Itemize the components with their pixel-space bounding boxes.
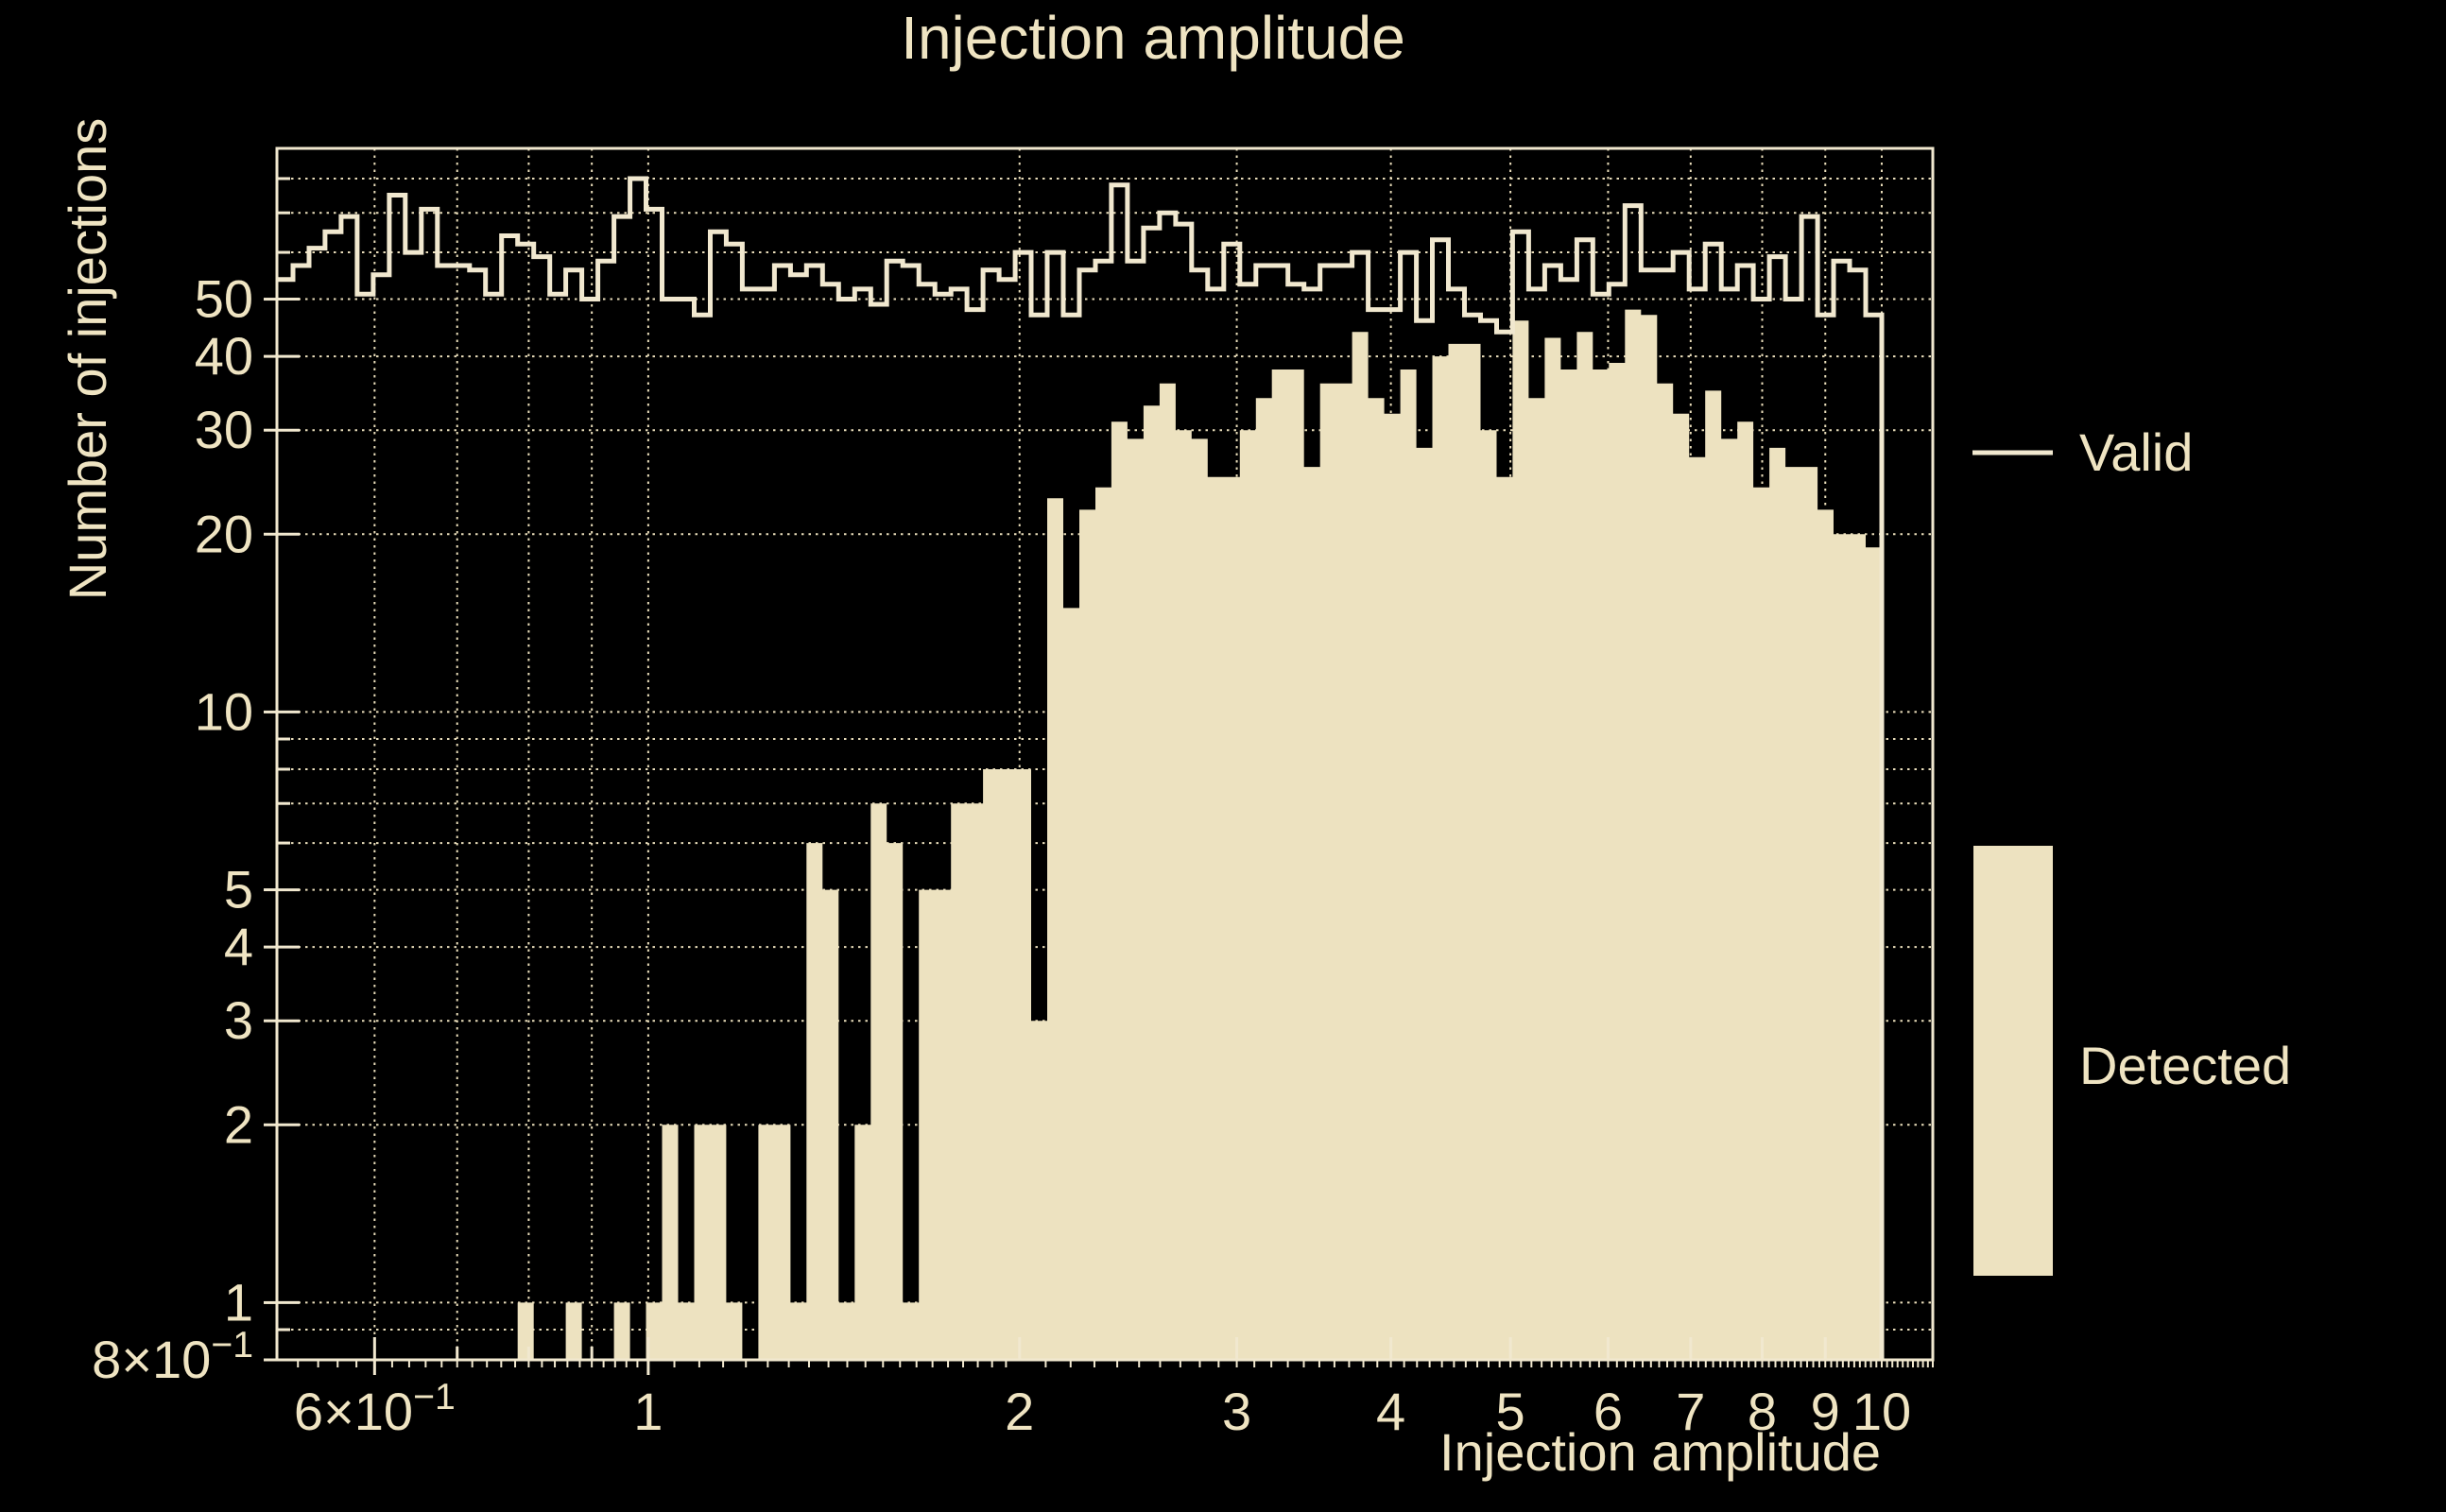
detected-series xyxy=(277,309,1882,1361)
axis-ticks xyxy=(264,146,1934,1375)
x-tick-label: 9 xyxy=(1811,1382,1840,1441)
x-tick-label: 5 xyxy=(1496,1382,1525,1441)
legend: Valid Detected xyxy=(1972,422,2291,1276)
x-tick-label: 6×10−1 xyxy=(294,1377,456,1441)
y-tick-label: 20 xyxy=(195,504,253,563)
plot-frame xyxy=(275,146,1935,1362)
legend-detected-label: Detected xyxy=(2079,1036,2291,1095)
valid-series xyxy=(277,176,1885,1360)
y-tick-label: 30 xyxy=(195,400,253,459)
detected-area-path xyxy=(277,309,1882,1361)
x-tick-label: 4 xyxy=(1376,1382,1405,1441)
y-tick-label: 3 xyxy=(224,990,253,1050)
x-tick-label: 10 xyxy=(1852,1382,1911,1441)
y-tick-label: 40 xyxy=(195,326,253,386)
x-tick-label: 7 xyxy=(1676,1382,1705,1441)
x-axis-label: Injection amplitude xyxy=(1439,1422,1881,1482)
x-tick-label: 8 xyxy=(1748,1382,1777,1441)
legend-detected-swatch xyxy=(1973,846,2053,1276)
y-tick-label: 1 xyxy=(224,1272,253,1332)
valid-step-path xyxy=(277,176,1885,1360)
legend-valid-label: Valid xyxy=(2079,422,2193,482)
x-tick-label: 3 xyxy=(1222,1382,1251,1441)
y-tick-label: 4 xyxy=(224,917,253,976)
y-tick-label: 2 xyxy=(224,1094,253,1154)
y-axis-label: Number of injections xyxy=(58,118,117,600)
x-tick-label: 6 xyxy=(1593,1382,1623,1441)
y-tick-label: 50 xyxy=(195,269,253,329)
chart-title: Injection amplitude xyxy=(901,4,1405,72)
y-tick-label: 5 xyxy=(224,860,253,919)
x-tick-label: 2 xyxy=(1005,1382,1034,1441)
y-tick-label: 8×10−1 xyxy=(92,1325,253,1389)
x-tick-label: 1 xyxy=(633,1382,663,1441)
y-tick-label: 10 xyxy=(195,681,253,741)
